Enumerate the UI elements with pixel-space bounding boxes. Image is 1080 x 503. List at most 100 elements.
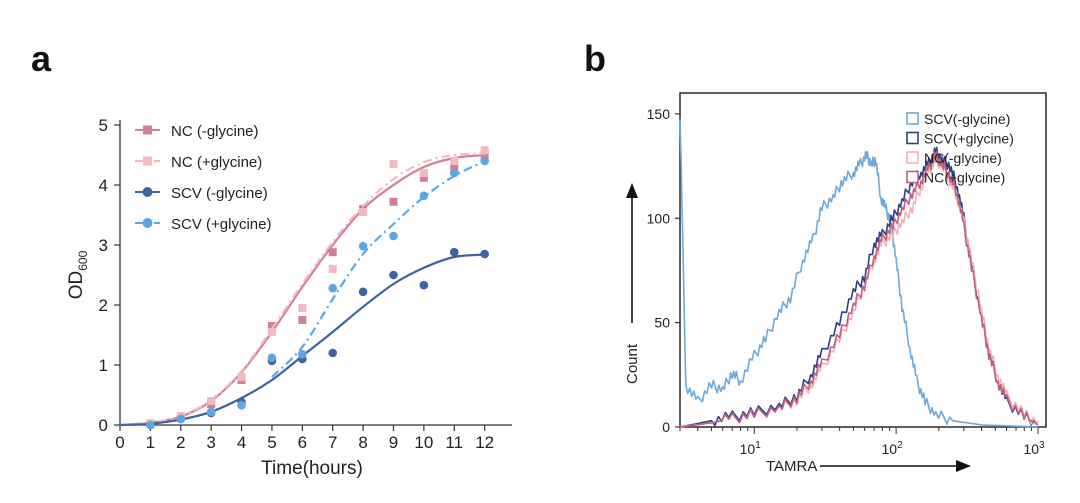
y-axis-label-subscript: 600 xyxy=(76,250,90,270)
y-arrow-head xyxy=(626,183,638,198)
legend-label: SCV(+glycine) xyxy=(924,131,1014,147)
legend-label: SCV(-glycine) xyxy=(924,111,1010,127)
data-point-square xyxy=(267,322,276,330)
x-tick-base: 10 xyxy=(1023,441,1039,457)
legend-label: NC (-glycine) xyxy=(171,123,259,140)
data-point-square xyxy=(267,328,276,336)
data-point-square xyxy=(298,316,307,324)
legend-label: NC(-glycine) xyxy=(924,150,1002,166)
y-axis-label: OD600 xyxy=(66,250,90,299)
legend-box xyxy=(906,170,919,184)
data-point-square xyxy=(450,157,459,165)
data-point-circle xyxy=(480,249,489,259)
data-point-square xyxy=(328,265,337,273)
legend-label: SCV (-glycine) xyxy=(171,185,268,202)
x-tick-label: 0 xyxy=(115,433,124,452)
legend-marker-square xyxy=(143,156,152,166)
x-arrow-head xyxy=(956,460,971,472)
x-tick-label: 8 xyxy=(358,433,367,452)
x-tick-label: 102 xyxy=(882,440,904,457)
data-point-circle xyxy=(358,287,368,297)
data-point-circle xyxy=(389,231,398,241)
data-point-square xyxy=(419,169,428,177)
data-point-square xyxy=(419,173,428,182)
data-point-square xyxy=(389,197,398,206)
x-tick-label: 10 xyxy=(414,433,433,452)
legend-marker-square xyxy=(143,125,152,135)
x-tick-label: 2 xyxy=(176,433,185,452)
data-point-circle xyxy=(449,168,459,178)
legend-marker-circle xyxy=(142,187,153,197)
data-point-circle xyxy=(419,191,429,201)
plot-frame xyxy=(679,92,1047,428)
data-point-circle xyxy=(237,400,246,410)
x-tick-label: 103 xyxy=(1023,440,1045,457)
data-point-circle xyxy=(480,156,489,166)
legend-label: NC(+glycine) xyxy=(924,170,1005,186)
x-tick-label: 12 xyxy=(475,433,494,452)
x-tick-exponent: 2 xyxy=(897,440,903,451)
y-axis-label: Count xyxy=(624,343,641,384)
panel-a-letter: a xyxy=(31,38,52,79)
data-point-square xyxy=(480,151,489,159)
y-tick-label: 0 xyxy=(99,416,108,435)
x-tick-label: 101 xyxy=(740,440,762,457)
y-axis-label-main: OD xyxy=(66,271,87,300)
histogram-trace-3 xyxy=(679,150,1039,428)
panel-b-letter: b xyxy=(584,38,606,79)
y-tick-label: 3 xyxy=(99,236,108,255)
x-axis-label: TAMRA xyxy=(766,458,817,475)
data-point-circle xyxy=(328,283,338,293)
x-axis-label: Time(hours) xyxy=(261,458,363,479)
y-tick-label: 2 xyxy=(99,296,108,315)
y-tick-label: 150 xyxy=(647,106,671,122)
data-point-circle xyxy=(328,348,338,358)
data-point-circle xyxy=(176,414,186,424)
fit-line-2 xyxy=(119,253,485,427)
y-tick-label: 4 xyxy=(99,176,108,195)
x-tick-label: 5 xyxy=(267,433,276,452)
data-point-circle xyxy=(449,247,459,257)
data-point-circle xyxy=(267,353,277,363)
x-tick-label: 7 xyxy=(328,433,337,452)
x-tick-base: 10 xyxy=(740,441,756,457)
data-point-circle xyxy=(358,241,368,251)
data-point-square xyxy=(480,146,489,155)
x-tick-exponent: 3 xyxy=(1039,440,1045,451)
legend-box xyxy=(906,131,919,145)
y-tick-label: 50 xyxy=(654,315,670,331)
y-tick-label: 100 xyxy=(647,210,671,226)
legend-marker-circle xyxy=(142,218,153,228)
y-tick-label: 1 xyxy=(99,356,108,375)
x-tick-label: 4 xyxy=(237,433,246,452)
data-point-square xyxy=(359,208,368,216)
data-point-square xyxy=(389,160,398,168)
x-tick-exponent: 1 xyxy=(755,440,761,451)
x-tick-label: 3 xyxy=(206,433,215,452)
x-tick-label: 9 xyxy=(389,433,398,452)
data-point-square xyxy=(298,304,307,312)
legend-box xyxy=(906,112,919,125)
legend-box xyxy=(906,151,919,164)
data-point-circle xyxy=(298,349,307,359)
data-point-square xyxy=(450,164,459,173)
data-point-square xyxy=(237,373,246,381)
histogram-trace-1 xyxy=(679,146,1039,428)
data-point-circle xyxy=(419,280,429,290)
histogram-trace-0 xyxy=(679,119,1039,428)
fit-line-3 xyxy=(271,160,486,378)
legend-label: NC (+glycine) xyxy=(171,154,262,171)
data-point-circle xyxy=(206,407,216,417)
y-tick-label: 0 xyxy=(662,419,670,435)
histogram-trace-2 xyxy=(679,154,1039,428)
data-point-circle xyxy=(146,420,155,430)
x-tick-label: 6 xyxy=(298,433,307,452)
x-tick-label: 1 xyxy=(146,433,155,452)
x-tick-label: 11 xyxy=(445,433,463,452)
x-tick-base: 10 xyxy=(882,441,898,457)
y-tick-label: 5 xyxy=(99,116,108,135)
data-point-square xyxy=(328,248,337,257)
